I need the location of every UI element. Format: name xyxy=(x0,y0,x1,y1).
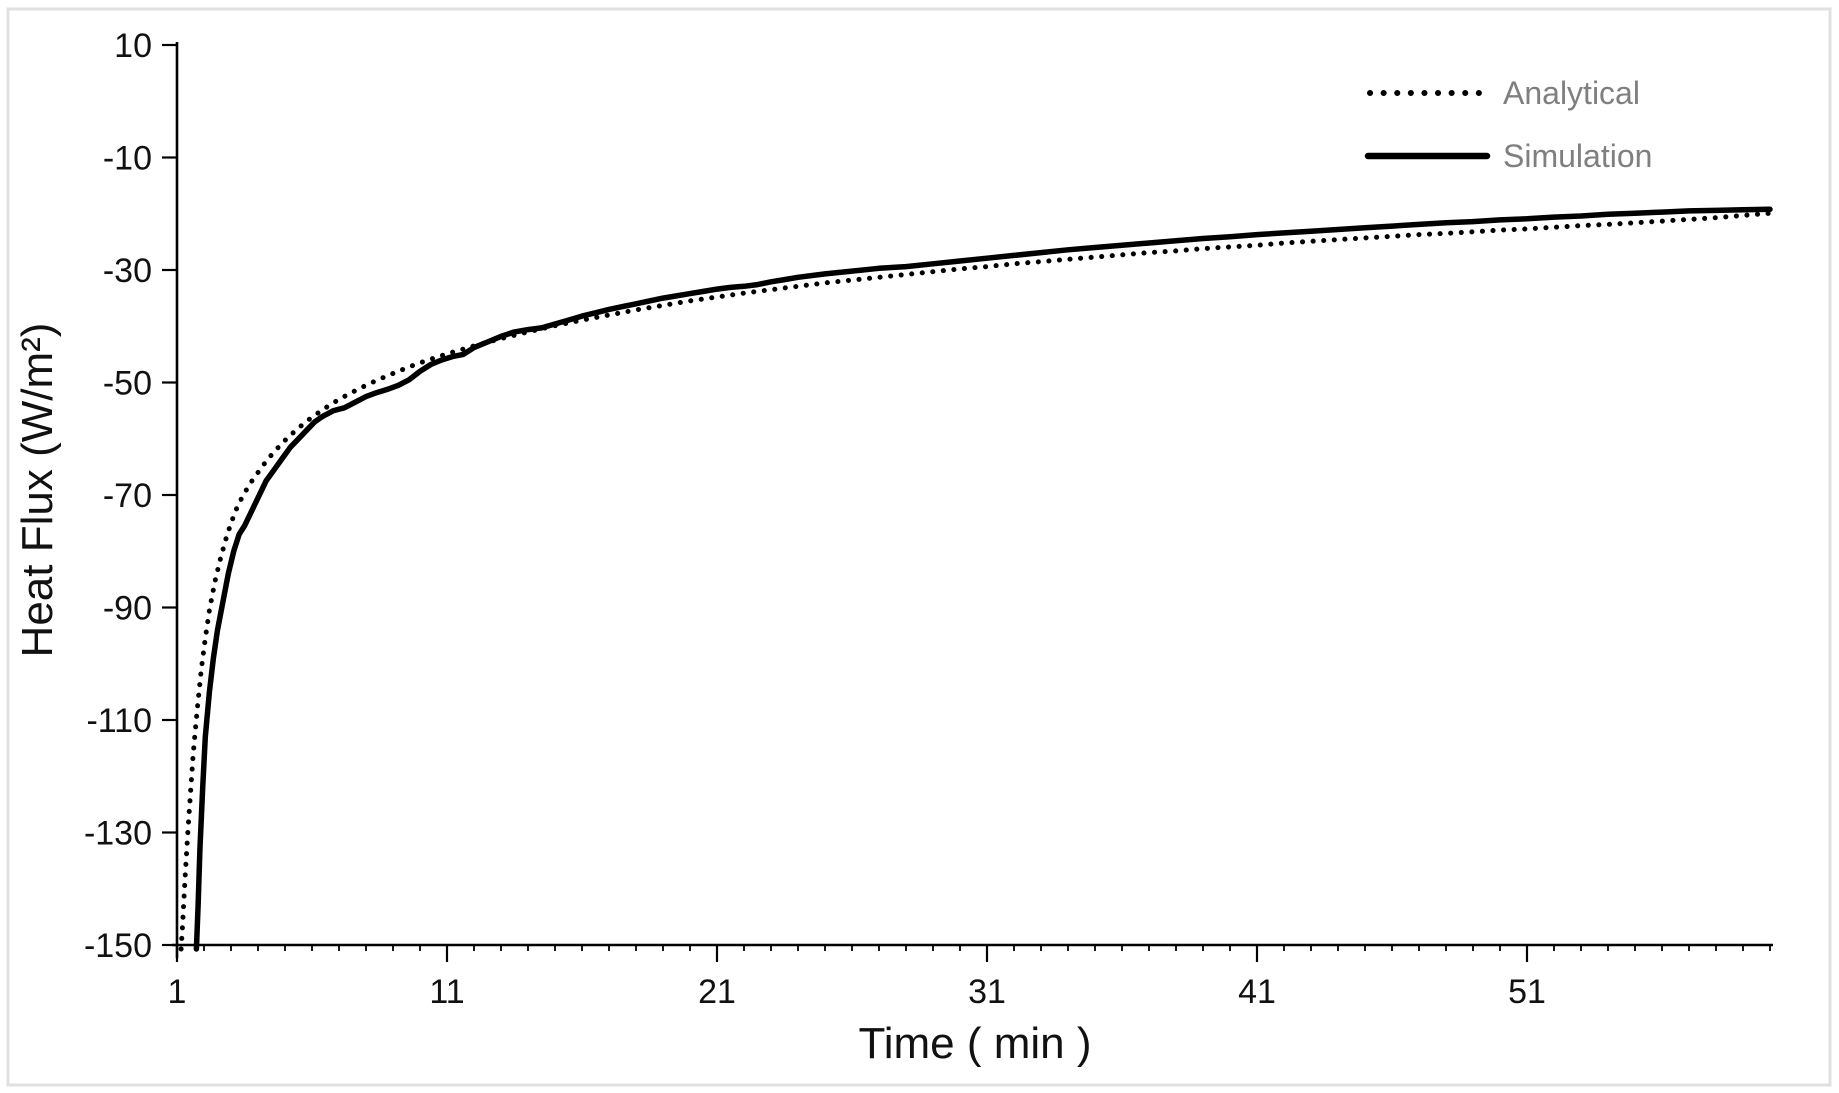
x-tick-label: 31 xyxy=(968,973,1006,1011)
y-tick-label: -50 xyxy=(103,365,152,403)
y-tick-label: -70 xyxy=(103,477,152,515)
x-tick-label: 11 xyxy=(429,973,464,1011)
y-tick-label: -110 xyxy=(86,702,152,740)
y-tick-label: -150 xyxy=(84,927,152,965)
y-tick-label: 10 xyxy=(114,27,152,65)
y-tick-label: -10 xyxy=(103,140,152,178)
legend-analytical-label: Analytical xyxy=(1503,75,1640,111)
x-tick-label: 1 xyxy=(168,973,187,1011)
legend-simulation-label: Simulation xyxy=(1503,138,1652,174)
y-tick-label: -130 xyxy=(84,815,152,853)
x-tick-label: 41 xyxy=(1238,973,1276,1011)
x-axis-title: Time ( min ) xyxy=(858,1019,1091,1068)
figure-border xyxy=(6,7,1832,1087)
x-tick-label: 51 xyxy=(1508,973,1546,1011)
y-axis-title: Heat Flux (W/m²) xyxy=(13,323,62,658)
y-tick-label: -90 xyxy=(103,590,152,628)
legend: Analytical Simulation xyxy=(1364,75,1652,174)
y-tick-label: -30 xyxy=(103,252,152,290)
axis-ticks xyxy=(162,43,1771,962)
x-tick-label: 21 xyxy=(698,973,736,1011)
analytical-series-line xyxy=(178,210,1773,952)
simulation-series-line xyxy=(193,206,1773,952)
